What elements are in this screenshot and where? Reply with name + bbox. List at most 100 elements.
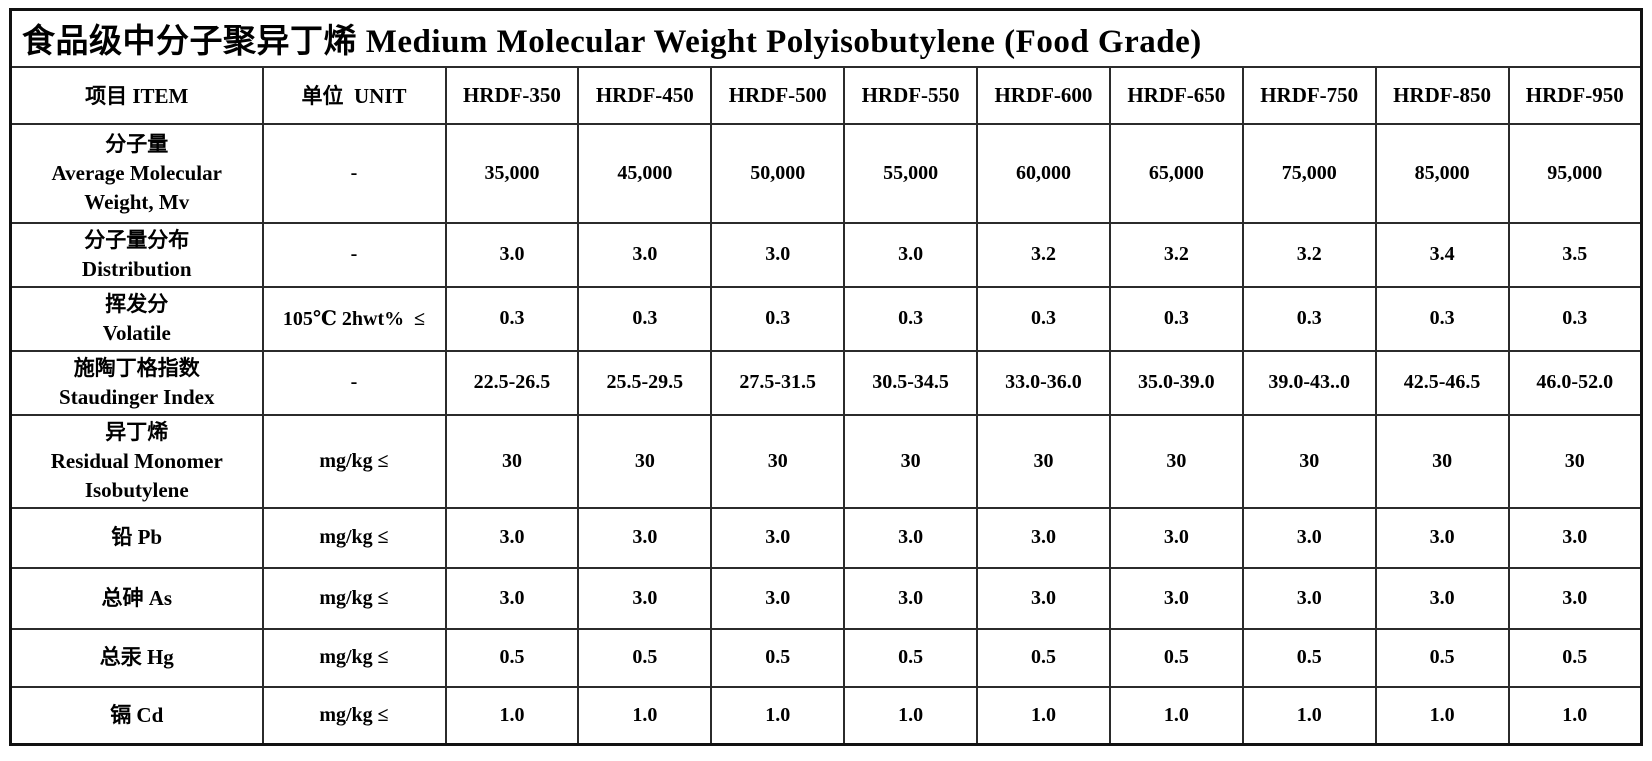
value-cell: 33.0-36.0 (976, 349, 1111, 416)
unit-cell: - (261, 349, 447, 416)
value-cell: 30 (1108, 413, 1244, 509)
column-header-grade: HRDF-350 (444, 65, 580, 125)
item-cell: 分子量分布 Distribution (9, 221, 264, 288)
value-cell: 55,000 (843, 122, 978, 224)
value-cell: 3.0 (710, 566, 846, 630)
value-cell: 0.3 (1374, 285, 1510, 352)
value-cell: 1.0 (710, 685, 846, 746)
value-cell: 45,000 (577, 122, 713, 224)
unit-cell: 105℃ 2hwt% ≤ (261, 285, 447, 352)
value-cell: 35.0-39.0 (1108, 349, 1244, 416)
value-cell: 0.5 (976, 627, 1111, 688)
value-cell: 3.0 (1374, 566, 1510, 630)
value-cell: 60,000 (976, 122, 1111, 224)
value-cell: 1.0 (1507, 685, 1643, 746)
value-cell: 30 (1507, 413, 1643, 509)
value-cell: 22.5-26.5 (444, 349, 580, 416)
value-cell: 0.5 (1241, 627, 1377, 688)
spec-table-body: 分子量 Average Molecular Weight, Mv -35,000 45,… (9, 122, 1643, 746)
value-cell: 0.3 (976, 285, 1111, 352)
item-line: 总砷 As (101, 585, 173, 610)
value-cell: 3.4 (1374, 221, 1510, 288)
column-header-grade: HRDF-450 (577, 65, 713, 125)
column-header-grade: HRDF-950 (1507, 65, 1643, 125)
value-cell: 3.0 (1241, 566, 1377, 630)
value-cell: 3.0 (710, 221, 846, 288)
item-cell: 镉 Cd (9, 685, 264, 746)
value-cell: 3.0 (1374, 506, 1510, 569)
value-cell: 27.5-31.5 (710, 349, 846, 416)
item-cell: 分子量 Average Molecular Weight, Mv (9, 122, 264, 224)
item-cell: 异丁烯 Residual Monomer Isobutylene (9, 413, 264, 509)
column-header-grade: HRDF-850 (1374, 65, 1510, 125)
value-cell: 0.5 (1108, 627, 1244, 688)
value-cell: 0.3 (577, 285, 713, 352)
value-cell: 3.0 (843, 566, 978, 630)
unit-cell: mg/kg ≤ (261, 627, 447, 688)
value-cell: 3.0 (1507, 566, 1643, 630)
value-cell: 1.0 (444, 685, 580, 746)
value-cell: 0.5 (1374, 627, 1510, 688)
item-cell: 施陶丁格指数 Staudinger Index (9, 349, 264, 416)
item-line: 铅 Pb (111, 525, 163, 549)
column-header-grade: HRDF-650 (1108, 65, 1244, 125)
column-header-grade: HRDF-550 (843, 65, 978, 125)
value-cell: 35,000 (444, 122, 580, 224)
value-cell: 3.0 (444, 221, 580, 288)
value-cell: 0.3 (710, 285, 846, 352)
value-cell: 25.5-29.5 (577, 349, 713, 416)
value-cell: 3.0 (1507, 506, 1643, 569)
table-row: 铅 Pb mg/kg ≤3.0 3.0 3.0 3.0 3.0 3.0 3.0 3.0 3.0 (9, 506, 1643, 569)
value-cell: 0.5 (843, 627, 978, 688)
value-cell: 1.0 (1241, 685, 1377, 746)
value-cell: 75,000 (1241, 122, 1377, 224)
item-line: 镉 Cd (110, 702, 164, 727)
value-cell: 30 (1241, 413, 1377, 509)
item-line: Distribution (81, 256, 192, 281)
table-row: 挥发分 Volatile 105℃ 2hwt% ≤0.3 0.3 0.3 0.3 0.3 0.… (9, 285, 1643, 352)
value-cell: 1.0 (577, 685, 713, 746)
value-cell: 30.5-34.5 (843, 349, 978, 416)
value-cell: 3.0 (843, 506, 978, 569)
value-cell: 3.0 (444, 506, 580, 569)
value-cell: 3.0 (1241, 506, 1377, 569)
value-cell: 50,000 (710, 122, 846, 224)
column-header-unit: 单位 UNIT (261, 65, 447, 125)
value-cell: 0.3 (1241, 285, 1377, 352)
value-cell: 46.0-52.0 (1507, 349, 1643, 416)
column-header-grade: HRDF-500 (710, 65, 846, 125)
column-header-item: 项目 ITEM (9, 65, 264, 125)
value-cell: 3.2 (1108, 221, 1244, 288)
item-line: Staudinger Index (59, 384, 215, 409)
value-cell: 30 (710, 413, 846, 509)
table-row: 分子量分布 Distribution -3.0 3.0 3.0 3.0 3.2 3.2 3.2 3… (9, 221, 1643, 288)
value-cell: 3.5 (1507, 221, 1643, 288)
value-cell: 3.0 (1108, 506, 1244, 569)
item-line: 异丁烯 (105, 419, 169, 444)
value-cell: 1.0 (976, 685, 1111, 746)
value-cell: 3.0 (976, 506, 1111, 569)
value-cell: 30 (843, 413, 978, 509)
item-cell: 挥发分 Volatile (9, 285, 264, 352)
page-title: 食品级中分子聚异丁烯 Medium Molecular Weight Polyi… (9, 8, 1643, 68)
value-cell: 42.5-46.5 (1374, 349, 1510, 416)
item-line: 挥发分 (105, 291, 169, 316)
item-line: Average Molecular (51, 160, 222, 185)
unit-cell: mg/kg ≤ (261, 413, 447, 509)
value-cell: 0.5 (1507, 627, 1643, 688)
item-line: Isobutylene (84, 477, 189, 502)
value-cell: 3.0 (577, 506, 713, 569)
title-row: 食品级中分子聚异丁烯 Medium Molecular Weight Polyi… (9, 8, 1643, 68)
item-line: 分子量分布 (84, 227, 190, 252)
table-row: 分子量 Average Molecular Weight, Mv -35,000 45,… (9, 122, 1643, 224)
item-line: Weight, Mv (84, 189, 190, 214)
value-cell: 0.5 (710, 627, 846, 688)
value-cell: 95,000 (1507, 122, 1643, 224)
item-line: 总汞 Hg (99, 645, 174, 669)
table-row: 异丁烯 Residual Monomer Isobutylene mg/kg ≤30 3… (9, 413, 1643, 509)
value-cell: 85,000 (1374, 122, 1510, 224)
value-cell: 0.3 (444, 285, 580, 352)
value-cell: 39.0-43..0 (1241, 349, 1377, 416)
value-cell: 0.5 (577, 627, 713, 688)
